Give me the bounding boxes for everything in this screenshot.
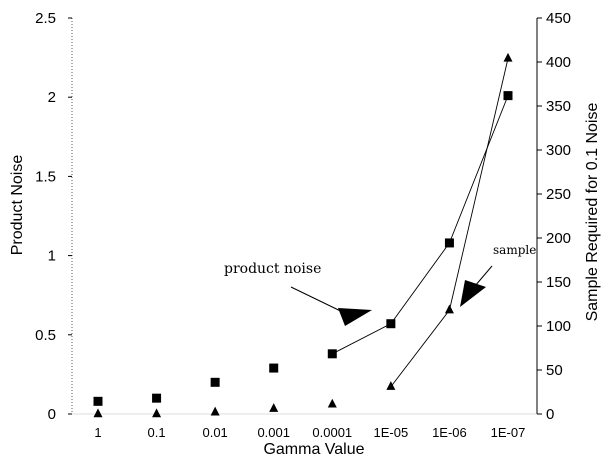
y2-tick-label: 250 (546, 186, 571, 203)
data-point-triangle (503, 52, 513, 62)
y-tick-label: 2.5 (35, 10, 56, 27)
x-tick-label: 1 (94, 425, 101, 440)
data-point-triangle (327, 398, 337, 408)
data-point-square (444, 238, 454, 248)
annotation-product-noise-arrow (338, 308, 372, 326)
y2-tick-label: 50 (546, 362, 563, 379)
x-tick-label: 1E-07 (491, 425, 526, 440)
annotation-sample-arrow (460, 280, 486, 307)
data-point-triangle (444, 304, 454, 314)
data-point-square (152, 393, 162, 403)
y2-tick-label: 300 (546, 142, 571, 159)
x-tick-label: 1E-05 (374, 425, 409, 440)
x-tick-label: 0.0001 (312, 425, 352, 440)
x-tick-label: 0.01 (202, 425, 227, 440)
y2-axis-title: Sample Required for 0.1 Noise (584, 103, 601, 322)
data-point-square (503, 91, 513, 101)
y2-tick-label: 350 (546, 98, 571, 115)
y2-tick-label: 450 (546, 10, 571, 27)
y2-tick-label: 400 (546, 54, 571, 71)
series-line-square (332, 95, 509, 355)
x-tick-label: 0.1 (148, 425, 166, 440)
y-tick-label: 0.5 (35, 327, 56, 344)
axis-titles: Gamma Value Product Noise Sample Require… (9, 103, 601, 458)
x-tick-label: 0.001 (257, 425, 290, 440)
y-tick-label: 0 (48, 406, 56, 423)
series-line-triangle (390, 58, 509, 387)
y2-tick-label: 100 (546, 318, 571, 335)
data-point-square (210, 377, 220, 387)
annotation-product-noise-leader (290, 286, 356, 319)
axes: 0 0.5 1 1.5 2 2.5 0 50 100 150 200 250 300 350 400 450 1… (35, 10, 571, 440)
data-point-square (269, 363, 279, 373)
data-point-triangle (210, 406, 220, 416)
annotations: product noise sample (224, 243, 536, 326)
x-tick-label: 1E-06 (432, 425, 467, 440)
y-tick-label: 1 (48, 248, 56, 265)
y2-tick-label: 200 (546, 230, 571, 247)
data-point-triangle (386, 381, 396, 390)
y-tick-label: 2 (48, 89, 56, 106)
y2-tick-label: 150 (546, 274, 571, 291)
data-point-square (327, 349, 337, 359)
y2-tick-label: 0 (546, 406, 554, 423)
data-point-triangle (269, 403, 279, 412)
annotation-sample-leader (468, 265, 493, 294)
series-layer (93, 52, 513, 418)
data-point-square (386, 319, 396, 329)
annotation-sample: sample (493, 243, 536, 257)
data-point-triangle (93, 408, 103, 418)
annotation-product-noise: product noise (224, 261, 321, 277)
y-axis-title: Product Noise (9, 155, 26, 256)
x-axis-title: Gamma Value (263, 441, 364, 458)
data-point-triangle (152, 408, 162, 418)
data-point-square (93, 396, 103, 406)
y-tick-label: 1.5 (35, 168, 56, 185)
